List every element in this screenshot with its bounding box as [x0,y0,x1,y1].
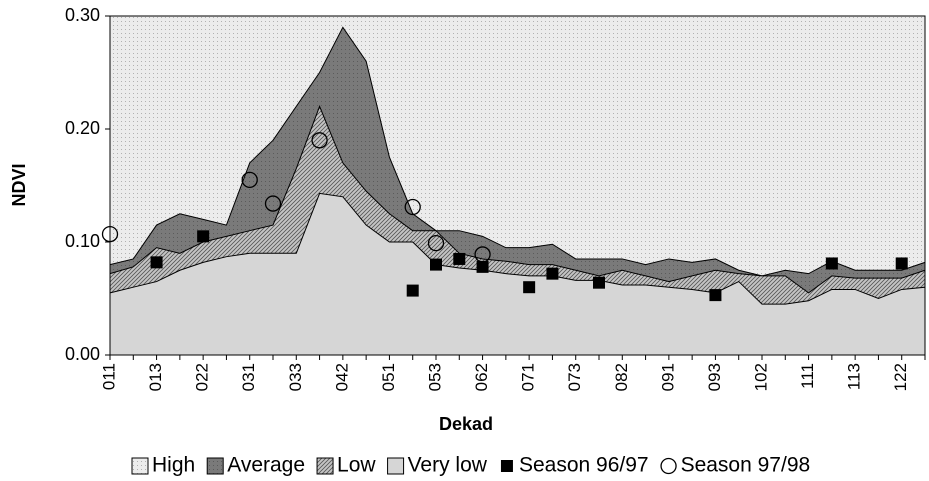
y-tick-label: 0.00 [65,344,100,364]
legend-swatch [206,457,224,475]
point [474,246,491,263]
point [593,276,605,289]
y-tick-label: 0.10 [65,231,100,251]
x-tick-label: 051 [379,363,398,391]
x-tick-label: 022 [193,363,212,391]
x-tick-label: 073 [565,363,584,391]
point [406,284,419,297]
point [523,281,536,294]
x-tick-label: 093 [705,363,724,391]
point [895,257,908,270]
legend-swatch [131,457,149,475]
point [709,289,722,302]
x-tick-label: 113 [845,363,864,390]
point [825,257,838,270]
x-tick-label: 033 [286,363,305,391]
x-tick-label: 031 [239,363,258,391]
point [453,252,466,265]
legend-label: Average [227,454,305,477]
point [404,198,421,216]
x-tick-label: 062 [472,363,491,391]
legend-item: High [131,454,195,477]
legend-swatch [660,457,677,475]
legend-item: Average [206,454,305,477]
x-axis-title: Dekad [439,414,493,434]
legend: High Average Low Very low Season 96/97 Season… [131,454,811,477]
legend-item: Season 97/98 [660,454,811,477]
x-tick-label: 011 [99,363,118,390]
point [101,225,119,243]
x-tick-label: 111 [798,363,817,389]
point [311,132,328,149]
x-tick-label: 053 [425,363,444,391]
point [197,230,210,243]
point [546,267,559,280]
legend-item: Low [316,454,376,477]
legend-item: Very low [387,454,488,477]
y-axis-title: NDVI [9,163,29,206]
point [476,260,489,273]
x-tick-label: 042 [332,363,351,391]
legend-label: High [152,454,195,477]
legend-swatch [500,460,513,472]
point [430,258,442,271]
legend-label: Very low [408,454,488,477]
point [150,256,163,269]
x-tick-label: 082 [612,363,631,391]
x-tick-label: 013 [146,363,165,391]
point [427,234,445,252]
legend-swatch [316,457,334,475]
point [264,195,282,212]
x-tick-label: 122 [891,363,910,391]
y-tick-label: 0.20 [65,118,100,138]
x-tick-label: 091 [658,363,677,391]
y-tick-label: 0.30 [65,5,100,25]
legend-swatch [387,457,405,475]
x-tick-label: 071 [519,363,538,391]
legend-item: Season 96/97 [500,454,649,477]
legend-label: Season 97/98 [681,454,811,477]
x-tick-label: 102 [751,363,770,391]
legend-label: Low [337,454,376,477]
point [241,171,258,189]
legend-label: Season 96/97 [519,454,649,477]
